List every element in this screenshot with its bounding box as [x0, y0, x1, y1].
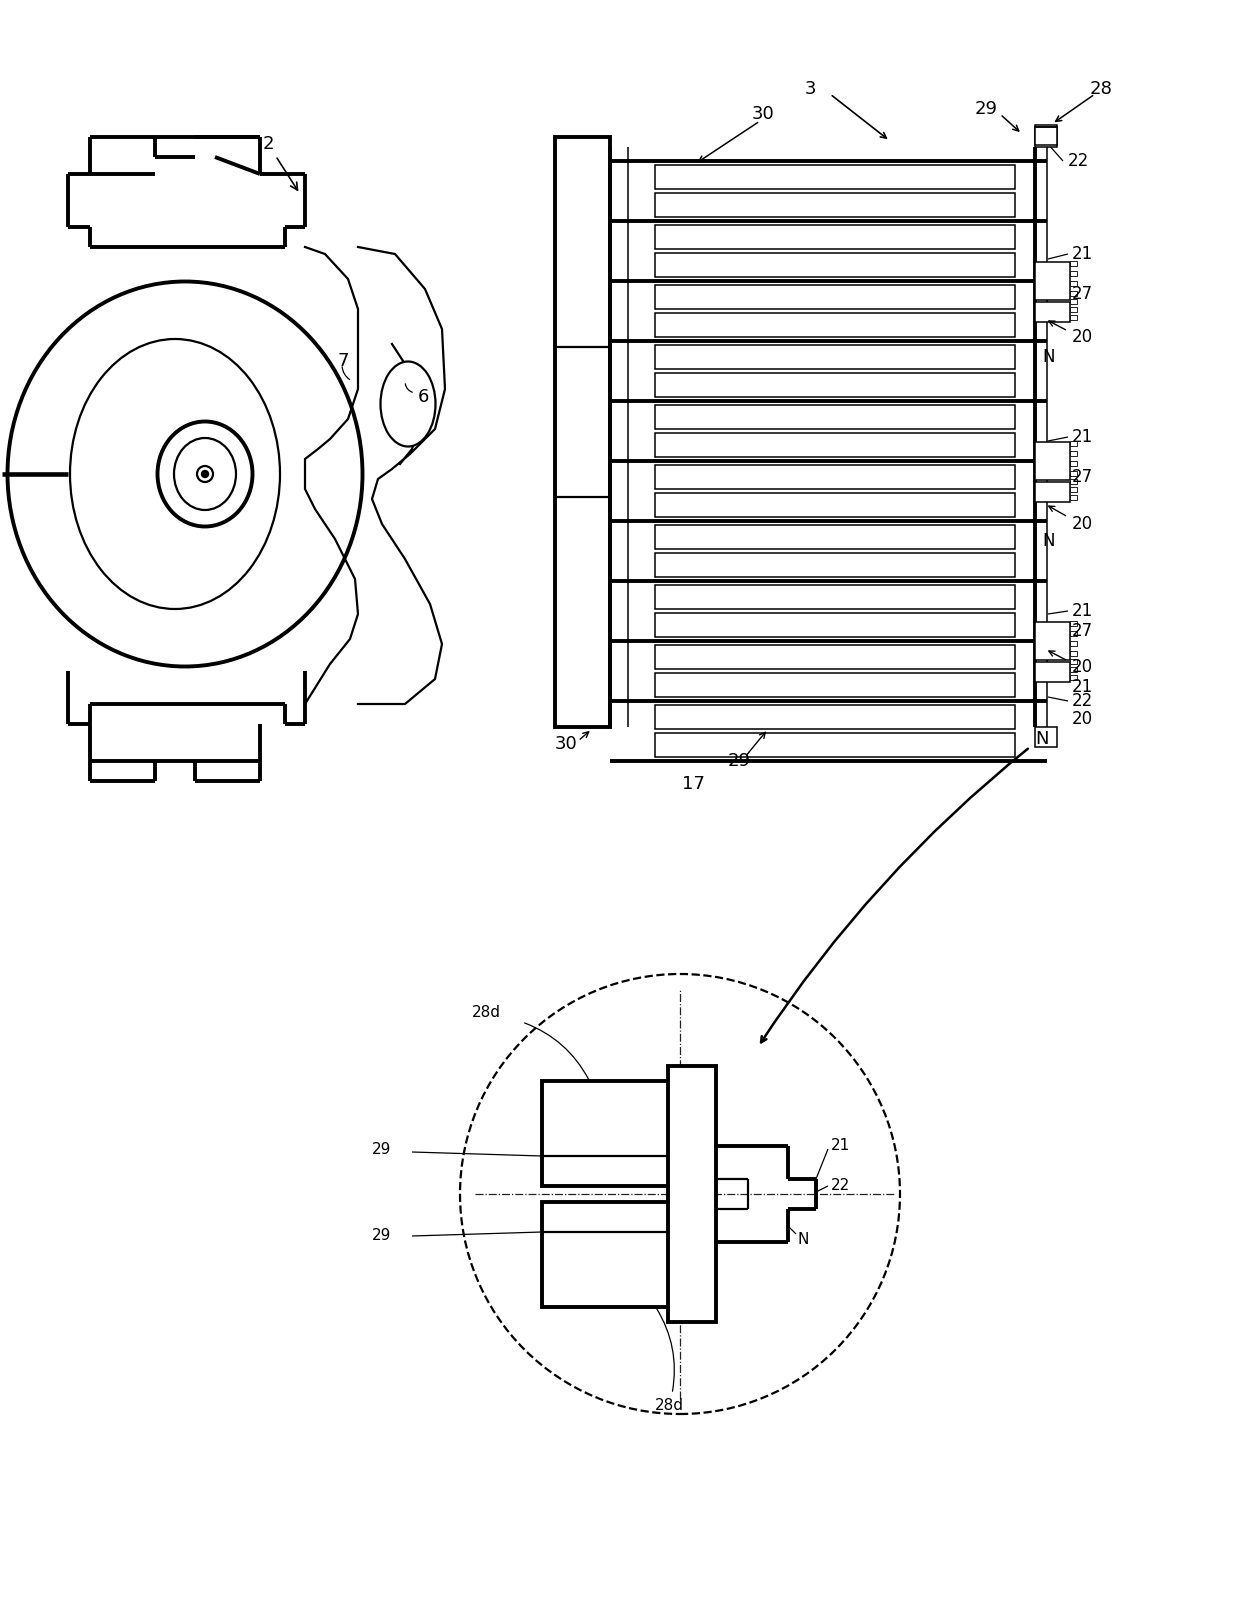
Text: 7: 7 — [339, 352, 350, 369]
Text: 29: 29 — [372, 1228, 392, 1244]
Bar — [655, 673, 1016, 697]
Text: 27: 27 — [1073, 285, 1094, 302]
Bar — [1070, 659, 1078, 664]
Bar — [1070, 620, 1078, 625]
Text: 28d: 28d — [655, 1399, 684, 1414]
Circle shape — [460, 974, 900, 1414]
Ellipse shape — [7, 281, 362, 667]
Text: 21: 21 — [1073, 429, 1094, 446]
Text: 20: 20 — [1073, 710, 1094, 728]
Ellipse shape — [381, 361, 435, 446]
Bar — [655, 465, 1016, 489]
Bar — [1035, 302, 1070, 321]
Text: 21: 21 — [1073, 678, 1094, 696]
Bar — [655, 585, 1016, 609]
Bar — [1070, 451, 1078, 456]
Text: 29: 29 — [975, 101, 998, 118]
Bar — [655, 524, 1016, 548]
Bar — [655, 644, 1016, 668]
Text: 30: 30 — [751, 106, 775, 123]
Text: 28d: 28d — [472, 1004, 501, 1020]
Text: N: N — [1035, 731, 1049, 748]
Bar — [655, 253, 1016, 277]
Text: 22: 22 — [831, 1178, 851, 1193]
Bar — [1070, 651, 1078, 656]
Circle shape — [201, 470, 208, 478]
Bar — [1070, 281, 1078, 286]
Bar — [1070, 461, 1078, 465]
Bar — [668, 1067, 715, 1322]
Text: 22: 22 — [1068, 152, 1089, 169]
Bar — [655, 492, 1016, 516]
Bar — [655, 225, 1016, 249]
Bar — [1070, 307, 1078, 312]
Text: 21: 21 — [1073, 245, 1094, 262]
Bar — [1070, 315, 1078, 320]
Text: 3: 3 — [805, 80, 816, 98]
Text: 29: 29 — [372, 1142, 392, 1156]
Bar — [1070, 261, 1078, 265]
Bar — [1035, 262, 1070, 301]
Bar — [655, 433, 1016, 457]
Text: 2: 2 — [262, 134, 298, 190]
Bar — [542, 1202, 697, 1306]
Text: 20: 20 — [1073, 328, 1094, 345]
Bar — [1070, 641, 1078, 646]
Bar — [655, 193, 1016, 217]
Bar — [655, 612, 1016, 636]
Bar — [1035, 662, 1070, 683]
Ellipse shape — [69, 339, 280, 609]
Bar — [556, 138, 610, 728]
Text: N: N — [1042, 532, 1054, 550]
Bar — [655, 313, 1016, 337]
Bar — [1070, 291, 1078, 296]
Text: 22: 22 — [1073, 692, 1094, 710]
Bar — [1035, 441, 1070, 480]
Bar — [1070, 472, 1078, 477]
Bar — [655, 345, 1016, 369]
Bar — [1070, 480, 1078, 484]
Circle shape — [197, 465, 213, 481]
Text: 20: 20 — [1073, 659, 1094, 676]
Bar — [1070, 488, 1078, 492]
Bar — [1035, 125, 1056, 147]
Bar — [1070, 299, 1078, 304]
Bar — [655, 553, 1016, 577]
Bar — [1035, 622, 1070, 660]
Text: 21: 21 — [831, 1138, 851, 1153]
Text: 17: 17 — [682, 776, 704, 793]
Ellipse shape — [174, 438, 236, 510]
Bar — [1070, 675, 1078, 680]
Bar — [1035, 126, 1056, 146]
Bar — [1070, 270, 1078, 277]
Text: 21: 21 — [1073, 601, 1094, 620]
Ellipse shape — [157, 422, 253, 526]
Bar — [1070, 441, 1078, 446]
Bar — [1070, 632, 1078, 636]
Bar — [1070, 496, 1078, 500]
Bar — [655, 165, 1016, 189]
Bar — [655, 405, 1016, 429]
Bar — [655, 373, 1016, 397]
Bar — [655, 705, 1016, 729]
Bar — [1035, 481, 1070, 502]
Text: 6: 6 — [418, 389, 429, 406]
Bar — [655, 732, 1016, 756]
Text: 29: 29 — [728, 752, 751, 771]
Bar — [1035, 728, 1056, 747]
Text: 27: 27 — [1073, 469, 1094, 486]
Text: 28: 28 — [1090, 80, 1112, 98]
Text: 20: 20 — [1073, 515, 1094, 532]
Text: 27: 27 — [1073, 622, 1094, 640]
Bar — [655, 285, 1016, 309]
Text: 30: 30 — [556, 736, 578, 753]
Bar — [1070, 667, 1078, 672]
Text: N: N — [1042, 349, 1054, 366]
Bar — [542, 1081, 697, 1186]
Text: N: N — [799, 1231, 810, 1247]
